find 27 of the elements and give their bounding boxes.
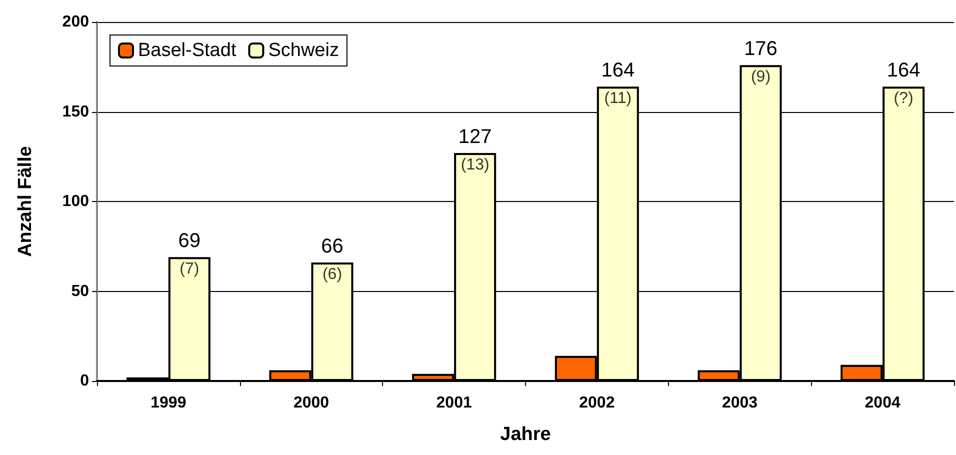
y-tick-label: 50: [71, 282, 90, 300]
annotation: (?): [894, 90, 914, 108]
y-tick-label: 150: [62, 103, 90, 120]
annotation: (6): [322, 266, 342, 284]
annotation: (13): [460, 156, 490, 174]
data-label: 69: [178, 230, 201, 252]
y-tick-label: 0: [80, 372, 90, 390]
x-tick-label: 2002: [579, 394, 615, 412]
x-tick-label: 2004: [864, 394, 900, 412]
y-tick-label: 100: [62, 193, 90, 210]
x-tick-label: 1999: [150, 394, 186, 412]
data-label: 164: [886, 60, 920, 82]
legend-label: Schweiz: [268, 40, 339, 61]
annotation: (7): [180, 260, 200, 278]
legend-label: Basel-Stadt: [138, 40, 237, 61]
x-tick-label: 2003: [722, 394, 758, 412]
x-tick-label: 2001: [436, 394, 472, 412]
data-label: 127: [458, 126, 492, 148]
x-tick-label: 2000: [293, 394, 330, 412]
data-label: 176: [744, 38, 778, 60]
x-axis-title: Jahre: [500, 424, 551, 445]
data-label: 66: [321, 236, 344, 258]
y-tick-label: 200: [62, 14, 90, 30]
data-label: 164: [601, 60, 635, 82]
annotation: (9): [750, 68, 771, 86]
y-axis-title: Anzahl Fälle: [15, 146, 36, 257]
annotation: (11): [604, 90, 632, 108]
